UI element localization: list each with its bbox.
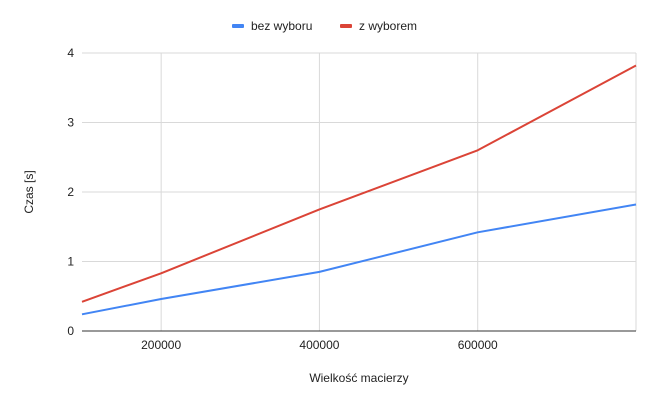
y-tick-label-4: 4	[67, 46, 74, 60]
x-tick-label-0: 200000	[141, 338, 181, 352]
series-line-0	[81, 203, 637, 316]
y-tick-labels: 0 1 2 3 4	[67, 46, 74, 338]
legend: bez wyboru z wyborem	[232, 19, 417, 33]
x-tick-label-1: 400000	[299, 338, 339, 352]
x-tick-label-2: 600000	[458, 338, 498, 352]
legend-label-0: bez wyboru	[251, 19, 312, 33]
series-line-1	[81, 64, 637, 303]
y-tick-label-2: 2	[67, 185, 74, 199]
x-axis-title: Wielkość macierzy	[309, 371, 408, 385]
series-lines	[81, 64, 637, 316]
x-tick-labels: 200000 400000 600000	[141, 338, 498, 352]
gridlines	[82, 52, 637, 331]
legend-label-1: z wyborem	[359, 19, 417, 33]
y-tick-label-3: 3	[67, 116, 74, 130]
y-tick-label-1: 1	[67, 255, 74, 269]
legend-swatch-0	[232, 24, 244, 28]
y-axis-title: Czas [s]	[22, 170, 36, 213]
y-tick-label-0: 0	[67, 324, 74, 338]
legend-swatch-1	[340, 24, 352, 28]
